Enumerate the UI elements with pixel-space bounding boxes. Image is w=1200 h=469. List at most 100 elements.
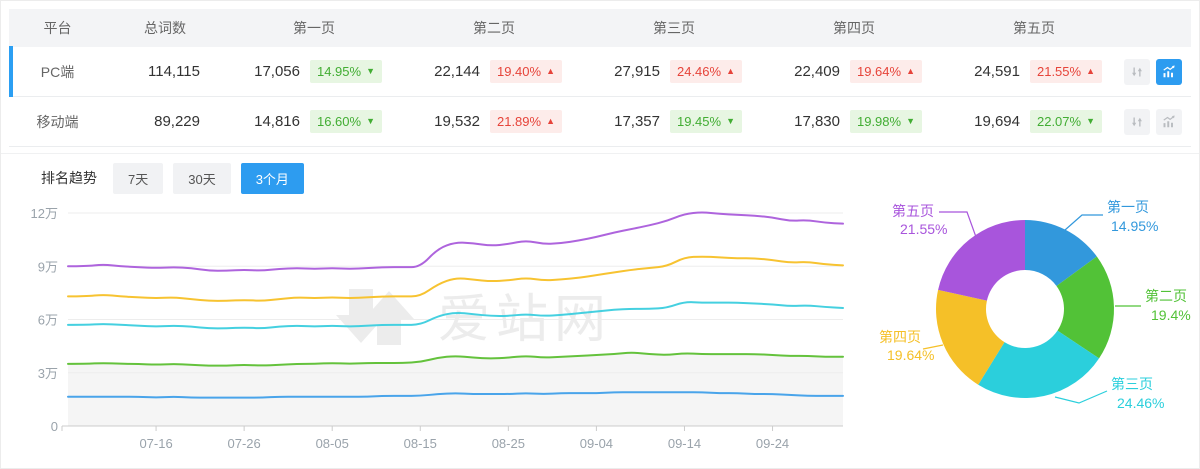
donut-label-page2: 第二页 19.4% [1115,288,1191,323]
svg-text:第五页: 第五页 [892,203,934,219]
line-chart-series: 07-16 07-26 08-05 08-15 08-25 09-04 09-14 09-24 [61,211,844,451]
page3-value: 17,357 [614,113,660,130]
svg-text:6万: 6万 [38,313,58,328]
page2-value: 22,144 [434,63,480,80]
svg-text:24.46%: 24.46% [1117,395,1164,411]
trend-chart-button[interactable] [1156,58,1182,85]
table-row-mobile[interactable]: 移动端 89,229 14,816 16.60% ▼ 19,532 21.89% ▲… [9,97,1191,147]
page1-value: 17,056 [254,63,300,80]
page2-cell: 22,144 19.40% ▲ [404,60,584,83]
donut-label-page5: 第五页 21.55% [892,203,977,238]
svg-text:12万: 12万 [31,206,58,221]
chart-icon [1163,65,1175,77]
trend-chart-button[interactable] [1156,108,1182,135]
line-yellow [67,255,844,302]
donut-slice-3 [978,330,1100,398]
page4-cell: 22,409 19.64% ▲ [764,60,944,83]
tab-3-months[interactable]: 3个月 [240,162,304,194]
trend-arrow-icon: ▼ [366,116,375,126]
line-cyan [67,301,844,330]
row-actions [1124,108,1194,135]
svg-text:0: 0 [51,419,58,434]
donut-slices [936,220,1114,398]
page2-value: 19,532 [434,113,480,130]
trend-arrow-icon: ▲ [546,116,555,126]
column-header-page2: 第二页 [473,20,515,36]
chart-icon [1163,115,1175,127]
page1-cell: 17,056 14.95% ▼ [224,60,404,83]
page2-change-badge: 19.40% ▲ [490,60,562,83]
svg-text:08-05: 08-05 [316,436,349,451]
donut-slice-4 [936,289,1005,385]
donut-slice-2 [1056,256,1114,359]
trend-arrow-icon: ▼ [726,116,735,126]
svg-text:21.55%: 21.55% [900,221,947,237]
donut-label-page4: 第四页 19.64% [879,329,944,363]
rank-table: 平台 总词数 第一页 第二页 第三页 第四页 第五页 PC端 114,115 1… [9,9,1191,147]
page3-value: 27,915 [614,63,660,80]
sort-arrows-icon [1132,117,1142,126]
svg-text:第二页: 第二页 [1145,288,1187,304]
svg-text:19.64%: 19.64% [887,347,934,363]
table-header: 平台 总词数 第一页 第二页 第三页 第四页 第五页 [9,9,1191,47]
page3-cell: 17,357 19.45% ▼ [584,110,764,133]
total-words-value: 89,229 [154,113,200,130]
page4-value: 22,409 [794,63,840,80]
trend-arrow-icon: ▲ [906,66,915,76]
page3-change-badge: 24.46% ▲ [670,60,742,83]
page1-cell: 14,816 16.60% ▼ [224,110,404,133]
donut-slice-1 [1025,220,1097,286]
page1-change-badge: 14.95% ▼ [310,60,382,83]
line-chart-grid: 0 3万 6万 9万 12万 [31,206,843,434]
trend-section-label: 排名趋势 [41,170,97,186]
page3-cell: 27,915 24.46% ▲ [584,60,764,83]
donut-chart: 第一页 14.95% 第二页 19.4% 第三页 24.46% 第四页 19.6… [879,199,1191,411]
page1-value: 14,816 [254,113,300,130]
page4-change-badge: 19.98% ▼ [850,110,922,133]
svg-text:09-14: 09-14 [668,436,701,451]
page1-change-badge: 16.60% ▼ [310,110,382,133]
svg-text:09-24: 09-24 [756,436,789,451]
sort-arrows-icon [1132,67,1142,76]
trend-toolbar: 排名趋势 7天 30天 3个月 [1,153,1199,194]
platform-label: 移动端 [36,113,79,130]
donut-label-page3: 第三页 24.46% [1054,376,1164,411]
column-header-page1: 第一页 [293,20,335,36]
trend-arrow-icon: ▲ [546,66,555,76]
svg-text:第一页: 第一页 [1107,199,1149,215]
svg-text:14.95%: 14.95% [1111,218,1158,234]
total-words-value: 114,115 [148,63,200,80]
line-purple [67,211,844,272]
trend-arrow-icon: ▼ [366,66,375,76]
sort-toggle-button[interactable] [1124,58,1150,85]
page5-value: 19,694 [974,113,1020,130]
sort-toggle-button[interactable] [1124,108,1150,135]
column-header-total: 总词数 [144,20,186,36]
svg-text:第三页: 第三页 [1111,376,1153,392]
svg-text:07-26: 07-26 [228,436,261,451]
page2-cell: 19,532 21.89% ▲ [404,110,584,133]
column-header-page4: 第四页 [833,20,875,36]
svg-text:9万: 9万 [38,259,58,274]
page4-value: 17,830 [794,113,840,130]
column-header-platform: 平台 [43,20,72,36]
column-header-page3: 第三页 [653,20,695,36]
watermark: 爱站网 [336,289,606,349]
charts-area: 0 3万 6万 9万 12万 爱站网 07-16 07-26 08-05 08-15 08-25… [1,187,1199,468]
page5-value: 24,591 [974,63,1020,80]
trend-arrow-icon: ▼ [906,116,915,126]
page5-cell: 19,694 22.07% ▼ [944,110,1124,133]
aizhan-logo-icon [336,289,414,345]
svg-text:09-04: 09-04 [580,436,613,451]
svg-text:08-25: 08-25 [492,436,525,451]
row-actions [1124,58,1194,85]
tab-30-days[interactable]: 30天 [173,162,231,194]
table-row-pc[interactable]: PC端 114,115 17,056 14.95% ▼ 22,144 19.40%… [9,46,1194,97]
svg-text:19.4%: 19.4% [1151,307,1191,323]
donut-slice-5 [938,220,1025,301]
page5-change-badge: 21.55% ▲ [1030,60,1102,83]
page2-change-badge: 21.89% ▲ [490,110,562,133]
tab-7-days[interactable]: 7天 [113,162,164,194]
svg-text:08-15: 08-15 [404,436,437,451]
svg-text:07-16: 07-16 [139,436,172,451]
